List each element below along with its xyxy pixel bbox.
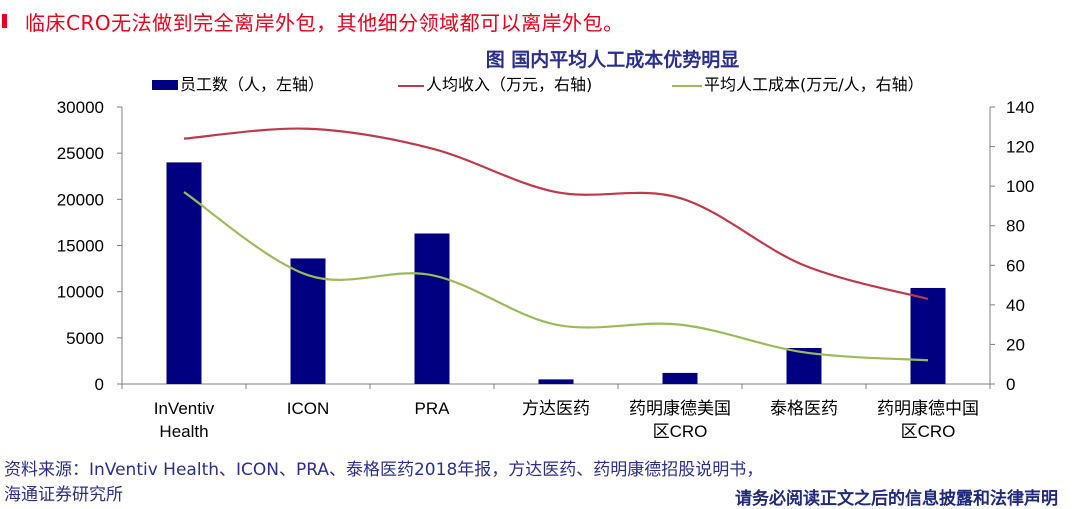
category-label: 区CRO bbox=[653, 422, 708, 441]
left-tick-label: 25000 bbox=[57, 144, 104, 163]
category-label: ICON bbox=[287, 399, 330, 418]
bar bbox=[538, 379, 574, 384]
left-tick-label: 10000 bbox=[57, 283, 104, 302]
left-tick-label: 5000 bbox=[66, 329, 104, 348]
legend-label: 人均收入（万元，右轴) bbox=[426, 75, 592, 94]
legend-bar-swatch bbox=[152, 80, 178, 90]
bar bbox=[290, 258, 326, 384]
chart-title: 图 国内平均人工成本优势明显 bbox=[485, 49, 740, 71]
category-label: 方达医药 bbox=[522, 399, 590, 418]
right-tick-label: 60 bbox=[1006, 256, 1025, 275]
source-note: 资料来源：InVentiv Health、ICON、PRA、泰格医药2018年报… bbox=[4, 458, 763, 508]
legend-label: 员工数（人，左轴） bbox=[180, 75, 324, 94]
disclaimer: 请务必阅读正文之后的信息披露和法律声明 bbox=[735, 489, 1058, 509]
bar bbox=[414, 233, 450, 384]
right-tick-label: 80 bbox=[1006, 217, 1025, 236]
category-label: 药明康德美国 bbox=[629, 399, 731, 418]
category-label: Health bbox=[159, 422, 208, 441]
right-tick-label: 100 bbox=[1006, 177, 1034, 196]
left-tick-label: 30000 bbox=[57, 98, 104, 117]
source-line-1: 资料来源：InVentiv Health、ICON、PRA、泰格医药2018年报… bbox=[4, 460, 764, 480]
legend-label: 平均人工成本(万元/人，右轴） bbox=[704, 75, 924, 94]
right-tick-label: 40 bbox=[1006, 296, 1025, 315]
bar bbox=[166, 162, 202, 384]
category-label: 泰格医药 bbox=[770, 399, 838, 418]
headline: 临床CRO无法做到完全离岸外包，其他细分领域都可以离岸外包。 bbox=[0, 8, 624, 35]
line-series bbox=[183, 191, 929, 362]
source-line-2: 海通证券研究所 bbox=[4, 485, 123, 505]
bar bbox=[662, 372, 698, 384]
right-tick-label: 0 bbox=[1006, 375, 1015, 394]
bar bbox=[910, 287, 946, 384]
right-tick-label: 120 bbox=[1006, 138, 1034, 157]
left-tick-label: 15000 bbox=[57, 237, 104, 256]
category-label: 药明康德中国 bbox=[877, 399, 979, 418]
category-label: 区CRO bbox=[901, 422, 956, 441]
left-tick-label: 0 bbox=[95, 375, 104, 394]
category-label: PRA bbox=[415, 399, 451, 418]
category-label: InVentiv bbox=[154, 399, 215, 418]
right-tick-label: 140 bbox=[1006, 98, 1034, 117]
bullet-marker bbox=[2, 14, 7, 28]
left-tick-label: 20000 bbox=[57, 190, 104, 209]
line-series bbox=[183, 127, 929, 300]
headline-text: 临床CRO无法做到完全离岸外包，其他细分领域都可以离岸外包。 bbox=[25, 10, 624, 35]
right-tick-label: 20 bbox=[1006, 335, 1025, 354]
